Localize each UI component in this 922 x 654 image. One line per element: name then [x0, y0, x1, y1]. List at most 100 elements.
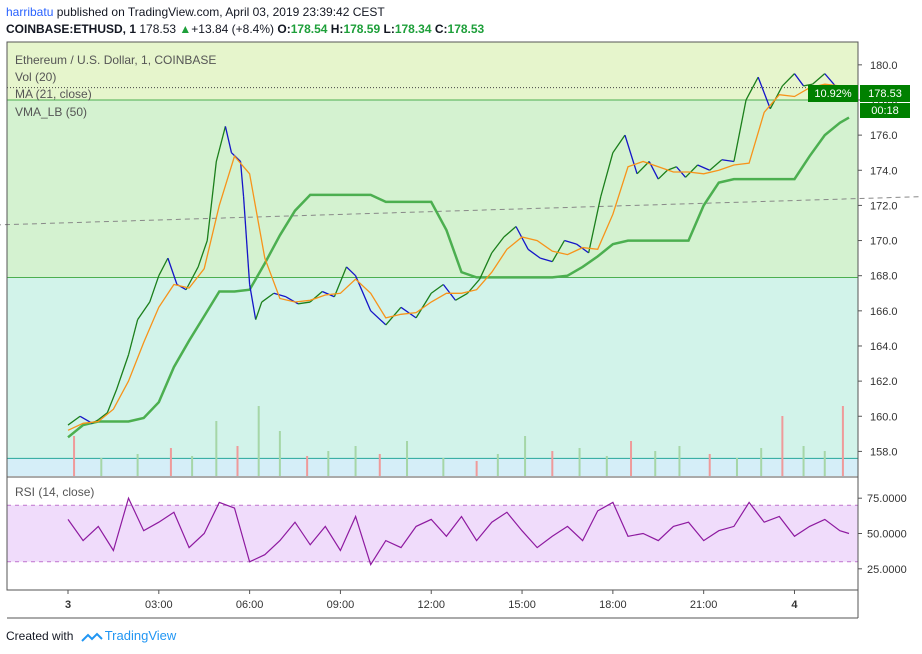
legend-rsi: RSI (14, close) — [15, 485, 94, 499]
low-value: 178.34 — [394, 22, 432, 36]
created-with-text: Created with — [6, 629, 74, 643]
price-segment — [215, 126, 227, 162]
price-segment — [515, 226, 529, 250]
rsi-band — [7, 504, 858, 563]
volume-bar — [823, 451, 826, 476]
volume-bar — [442, 458, 445, 476]
volume-bar — [354, 446, 357, 476]
low-label: L: — [383, 22, 395, 36]
volume-bar — [100, 458, 103, 476]
volume-bar — [406, 441, 409, 476]
tradingview-brand[interactable]: TradingView — [104, 628, 177, 643]
ma-line — [67, 83, 850, 431]
time-tick-label: 03:00 — [145, 599, 173, 611]
price-segment — [442, 284, 456, 301]
chart-area[interactable]: 158.0 160.0 162.0 164.0 166.0 168.0 170.0 172.0… — [0, 0, 922, 622]
time-tick-label: 18:00 — [599, 599, 627, 611]
volume-bar — [605, 456, 608, 476]
volume-bar — [524, 436, 527, 476]
volume-bar — [257, 406, 260, 476]
price-segment — [297, 301, 311, 305]
author-link[interactable]: harribatu — [6, 5, 54, 19]
rsi-overbought-oversold-band — [7, 505, 858, 562]
price-segment — [479, 252, 493, 280]
volume-bar — [378, 454, 381, 476]
volume-bar — [781, 416, 784, 476]
price-segment — [503, 226, 517, 238]
volume-bar — [841, 406, 844, 476]
legend-vma: VMA_LB (50) — [15, 105, 87, 119]
legend-ma: MA (21, close) — [15, 87, 92, 101]
volume-bar — [678, 446, 681, 476]
time-tick-label: 09:00 — [327, 599, 355, 611]
price-segment — [624, 134, 638, 174]
zone-upper — [7, 42, 858, 100]
price-tick-label: 158.0 — [870, 446, 898, 458]
volume-bar — [735, 458, 738, 476]
price-segment — [255, 301, 263, 320]
footer: Created with TradingView — [6, 628, 176, 643]
price-segment — [527, 248, 541, 259]
close-label: C: — [434, 22, 448, 36]
up-arrow-icon: ▲ — [179, 22, 192, 36]
badge-countdown: 00:18 — [871, 105, 899, 117]
published-text: published on TradingView.com, April 03, … — [56, 5, 385, 19]
price-segment — [197, 240, 208, 268]
price-segment — [127, 319, 139, 355]
time-tick-label: 15:00 — [508, 599, 536, 611]
badge-percent: 10.92% — [814, 88, 852, 100]
ohlc-header: COINBASE:ETHUSD, 1 178.53 ▲+13.84 (+8.4%… — [6, 22, 484, 36]
price-segment — [709, 159, 723, 171]
time-tick-label: 4 — [791, 599, 798, 611]
price-tick-label: 168.0 — [870, 271, 898, 283]
price-tick-label: 166.0 — [870, 306, 898, 318]
price-segment — [415, 292, 432, 319]
price-segment — [346, 266, 357, 277]
volume-bar — [654, 451, 657, 476]
time-tick-label: 06:00 — [236, 599, 264, 611]
price-segment — [455, 292, 468, 301]
volume-bar — [578, 448, 581, 476]
volume-bars — [73, 406, 844, 476]
time-axis[interactable]: 3 03:00 06:00 09:00 12:00 15:00 18:00 21:00 4 — [65, 590, 798, 611]
price-segment — [248, 284, 257, 320]
price-tick-label: 160.0 — [870, 411, 898, 423]
price-segment — [167, 257, 178, 285]
volume-bar — [191, 456, 194, 476]
legend: Ethereum / U.S. Dollar, 1, COINBASE Vol … — [15, 53, 216, 499]
price-axis[interactable]: 158.0 160.0 162.0 164.0 166.0 168.0 170.0 172.0… — [858, 60, 898, 459]
price-segment — [67, 415, 81, 426]
zone-middle — [7, 99, 858, 278]
time-tick-label: 12:00 — [417, 599, 445, 611]
price-segment — [781, 73, 795, 87]
volume-bar — [306, 456, 309, 476]
price-segment — [757, 76, 771, 110]
symbol-label: COINBASE:ETHUSD, 1 — [6, 22, 137, 36]
price-segment — [551, 240, 565, 262]
price-tick-label: 176.0 — [870, 130, 898, 142]
price-segment — [239, 161, 245, 197]
volume-bar — [236, 446, 239, 476]
price-segment — [106, 389, 118, 413]
price-badge: 10.92% 178.53 00:18 — [808, 85, 910, 118]
volume-bar — [551, 451, 554, 476]
price-tick-label: 170.0 — [870, 236, 898, 248]
price-segment — [97, 412, 108, 421]
volume-bar — [802, 446, 805, 476]
volume-bar — [708, 454, 711, 476]
price-segment — [540, 257, 553, 263]
price-segment — [224, 126, 233, 153]
price-segment — [285, 296, 299, 305]
price-tick-label: 172.0 — [870, 200, 898, 212]
price-tick-label: 174.0 — [870, 165, 898, 177]
volume-bar — [215, 421, 218, 476]
price-background-zones — [0, 42, 922, 476]
badge-price: 178.53 — [868, 88, 902, 100]
time-tick-label: 21:00 — [690, 599, 718, 611]
high-value: 178.59 — [343, 22, 381, 36]
rsi-axis[interactable]: 25.0000 50.0000 75.0000 — [858, 493, 907, 576]
rsi-tick-label: 25.0000 — [867, 564, 907, 576]
zone-lower — [7, 277, 858, 459]
trend-line — [0, 196, 922, 226]
price-segment — [206, 161, 217, 241]
